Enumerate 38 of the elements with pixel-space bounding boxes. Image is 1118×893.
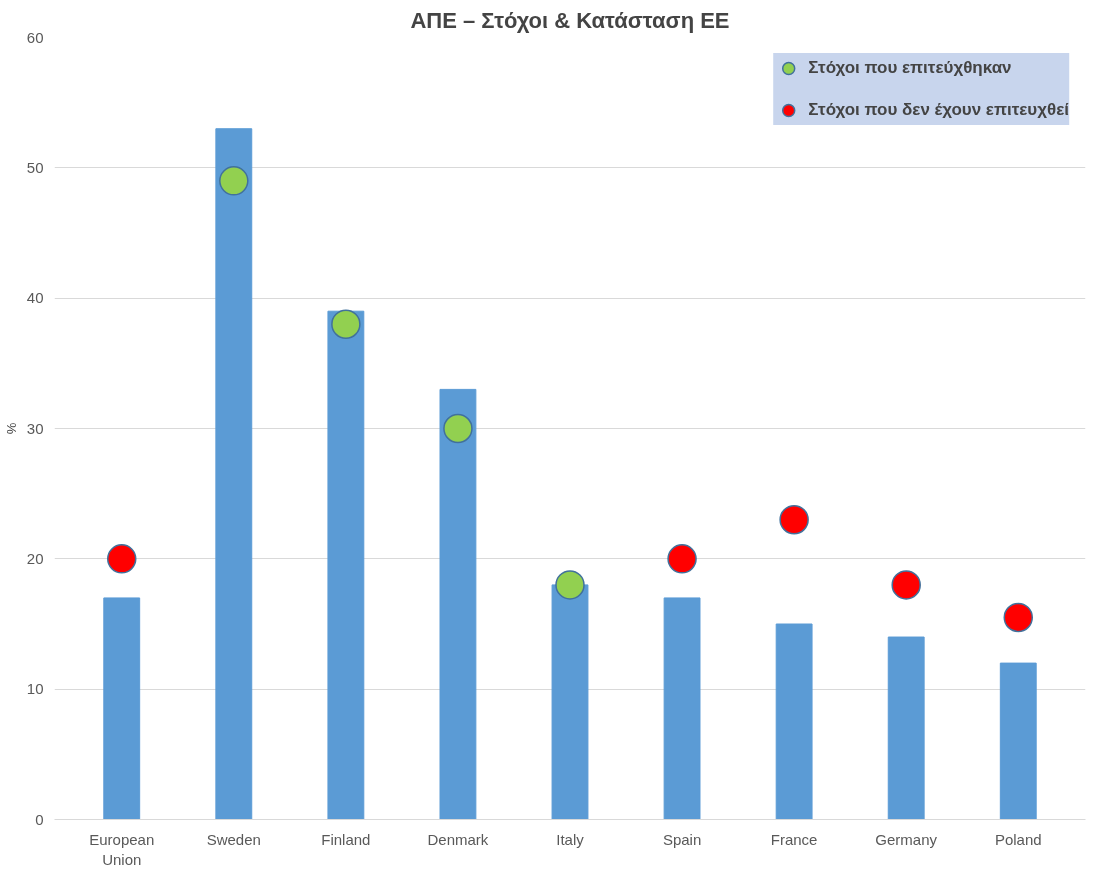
point — [219, 166, 249, 196]
point — [891, 570, 921, 600]
bar — [775, 623, 813, 820]
y-tick-label: 0 — [35, 810, 44, 828]
point — [779, 505, 809, 535]
point — [667, 544, 697, 574]
bar — [663, 597, 701, 820]
bar — [551, 584, 589, 820]
y-tick-label: 60 — [26, 28, 44, 46]
chart-title: ΑΠΕ – Στόχοι & Κατάσταση ΕΕ — [410, 7, 730, 33]
bar — [215, 128, 253, 820]
y-tick-label: 10 — [26, 680, 44, 698]
x-tick-label: Sweden — [206, 830, 261, 848]
point — [555, 570, 585, 600]
y-tick-label: 20 — [26, 549, 44, 567]
bar — [439, 388, 477, 820]
y-tick-label: 30 — [26, 419, 44, 437]
legend-label: Στόχοι που επιτεύχθηκαν — [808, 58, 1012, 78]
x-tick-label: Italy — [556, 830, 585, 848]
x-tick-label: Finland — [321, 830, 371, 848]
point — [106, 544, 137, 574]
x-tick-label: Germany — [875, 830, 938, 848]
x-tick-label: Denmark — [427, 830, 489, 848]
point — [1003, 602, 1034, 633]
x-tick-label: Spain — [662, 830, 702, 848]
y-tick-label: 40 — [26, 289, 44, 307]
y-axis-title: % — [3, 422, 19, 435]
bar — [887, 636, 925, 820]
x-tick-label: Poland — [994, 830, 1042, 848]
bar — [999, 662, 1037, 820]
point — [331, 309, 361, 339]
y-tick-label: 50 — [26, 158, 44, 176]
legend-label: Στόχοι που δεν έχουν επιτευχθεί — [808, 100, 1069, 120]
bar — [103, 597, 141, 820]
point — [443, 413, 473, 444]
x-tick-label: France — [770, 830, 818, 848]
bar — [327, 310, 365, 820]
x-tick-label: European Union — [89, 830, 155, 868]
